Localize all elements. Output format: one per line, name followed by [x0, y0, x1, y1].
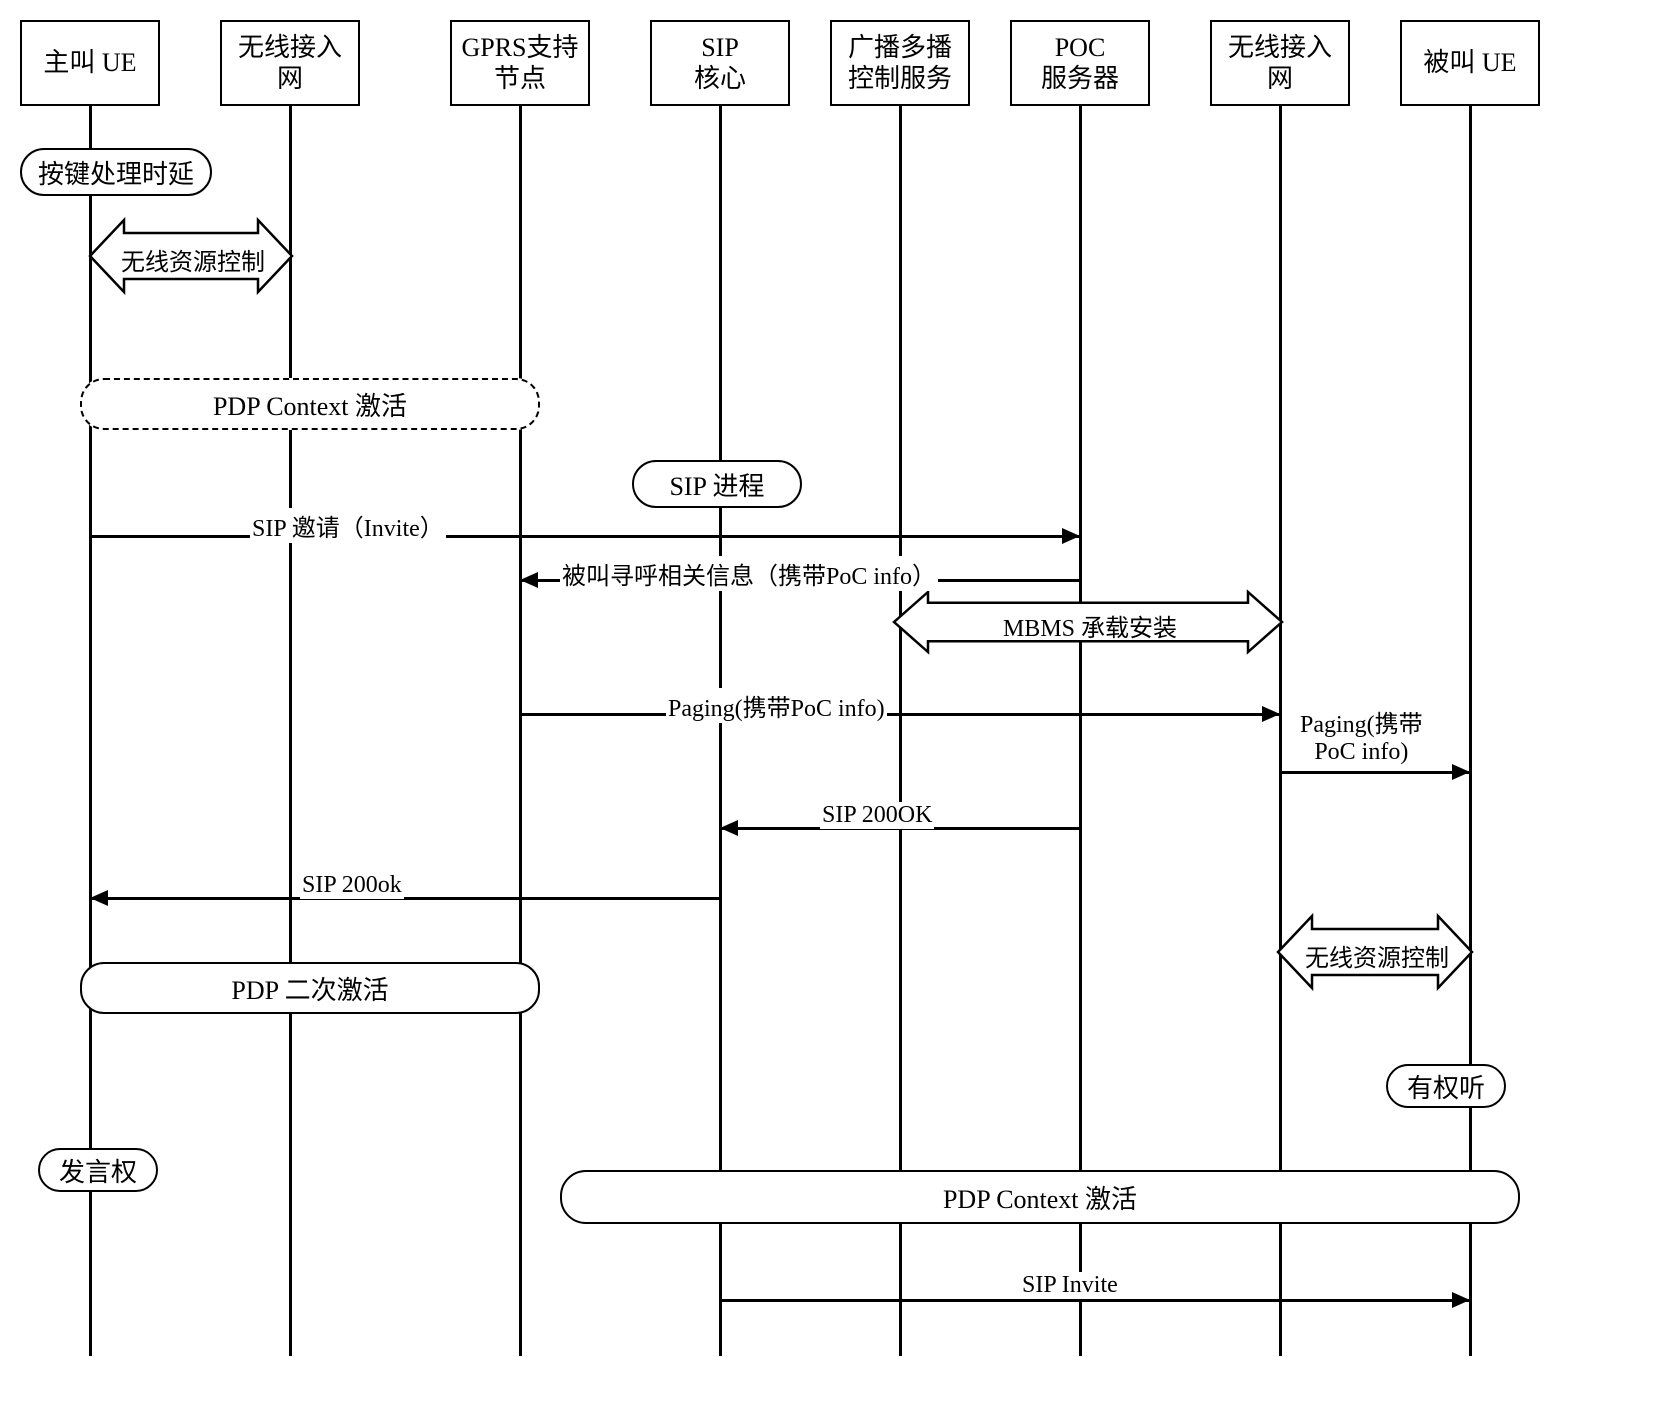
arrow-label-sip200-2: SIP 200ok — [300, 872, 404, 899]
actor-label: 广播多播 控制服务 — [848, 32, 952, 94]
arrow-sip-invite-2 — [720, 1299, 1470, 1302]
arrow-paging1 — [520, 713, 1280, 716]
arrow-head-sip200-1 — [720, 820, 738, 836]
lifeline-sgsn — [519, 106, 522, 1356]
arrow-head-called-info — [520, 572, 538, 588]
arrow-label-sip-invite-1: SIP 邀请（Invite） — [250, 508, 446, 543]
actor-poc: POC 服务器 — [1010, 20, 1150, 106]
arrow-label-paging2: Paging(携带 PoC info) — [1298, 704, 1425, 766]
arrow-sip-invite-1 — [90, 535, 1080, 538]
arrow-label-called-info: 被叫寻呼相关信息（携带PoC info） — [560, 556, 938, 591]
pill-pdp-second: PDP 二次激活 — [80, 962, 540, 1014]
double-arrow-label-rrc1: 无线资源控制 — [90, 242, 296, 277]
actor-ran1: 无线接入 网 — [220, 20, 360, 106]
actor-sgsn: GPRS支持 节点 — [450, 20, 590, 106]
actor-sip-core: SIP 核心 — [650, 20, 790, 106]
double-arrow-label-mbms: MBMS 承载安装 — [894, 608, 1286, 643]
lifeline-poc — [1079, 106, 1082, 1356]
pill-label: SIP 进程 — [669, 466, 764, 503]
lifeline-sip-core — [719, 106, 722, 1356]
lifeline-ran2 — [1279, 106, 1282, 1356]
actor-caller-ue: 主叫 UE — [20, 20, 160, 106]
arrow-paging2 — [1280, 771, 1470, 774]
actor-bmsc: 广播多播 控制服务 — [830, 20, 970, 106]
actor-label: 主叫 UE — [43, 47, 136, 78]
pill-key-delay: 按键处理时延 — [20, 148, 212, 196]
lifeline-callee-ue — [1469, 106, 1472, 1356]
actor-ran2: 无线接入 网 — [1210, 20, 1350, 106]
arrow-head-sip200-2 — [90, 890, 108, 906]
lifeline-ran1 — [289, 106, 292, 1356]
actor-callee-ue: 被叫 UE — [1400, 20, 1540, 106]
pill-label: 有权听 — [1407, 1068, 1485, 1105]
actor-label: 被叫 UE — [1423, 47, 1516, 78]
lifeline-bmsc — [899, 106, 902, 1356]
arrow-sip200-2 — [90, 897, 720, 900]
pill-pdp-activate-2: PDP Context 激活 — [560, 1170, 1520, 1224]
double-arrow-label-rrc2: 无线资源控制 — [1278, 938, 1476, 973]
pill-label: PDP Context 激活 — [213, 386, 407, 423]
actor-label: GPRS支持 节点 — [461, 32, 578, 94]
pill-label: PDP Context 激活 — [943, 1179, 1137, 1216]
arrow-head-sip-invite-1 — [1062, 528, 1080, 544]
arrow-label-sip-invite-2: SIP Invite — [1020, 1272, 1120, 1299]
arrow-label-sip200-1: SIP 200OK — [820, 802, 934, 829]
pill-speak-right: 发言权 — [38, 1148, 158, 1192]
arrow-label-paging1: Paging(携带PoC info) — [666, 688, 887, 723]
pill-label: 发言权 — [59, 1152, 137, 1189]
pill-entitled-listen: 有权听 — [1386, 1064, 1506, 1108]
pill-pdp-activate-1: PDP Context 激活 — [80, 378, 540, 430]
actor-label: 无线接入 网 — [238, 32, 342, 94]
arrow-head-paging1 — [1262, 706, 1280, 722]
arrow-head-sip-invite-2 — [1452, 1292, 1470, 1308]
pill-label: 按键处理时延 — [38, 154, 194, 191]
actor-label: POC 服务器 — [1041, 32, 1119, 94]
sequence-diagram: 主叫 UE 无线接入 网 GPRS支持 节点 SIP 核心 广播多播 控制服务 POC 服… — [20, 20, 1656, 1396]
arrow-head-paging2 — [1452, 764, 1470, 780]
pill-sip-process: SIP 进程 — [632, 460, 802, 508]
pill-label: PDP 二次激活 — [231, 970, 388, 1007]
actor-label: SIP 核心 — [694, 32, 746, 94]
actor-label: 无线接入 网 — [1228, 32, 1332, 94]
